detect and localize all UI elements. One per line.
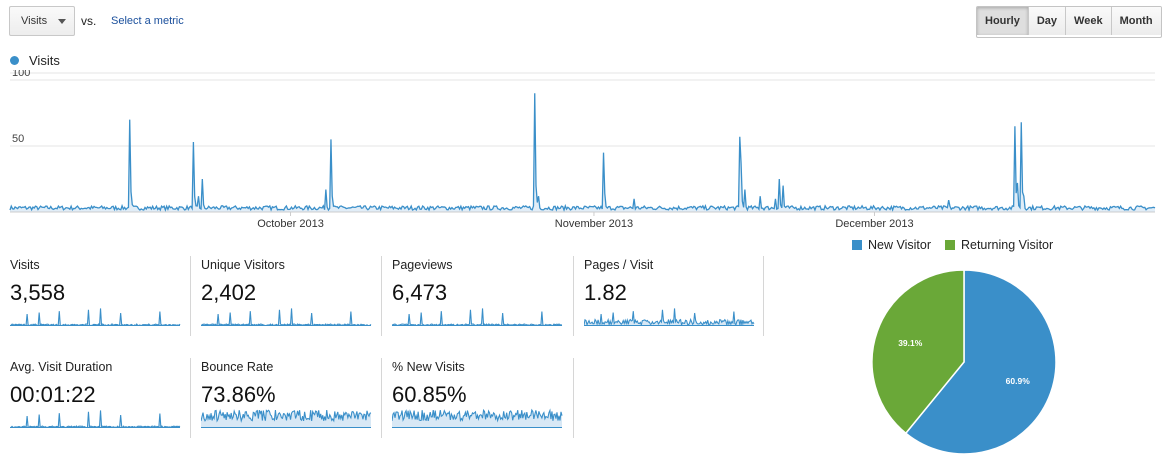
- pie-slice-new-visitor[interactable]: [904, 269, 1057, 455]
- sparkline-path: [10, 308, 181, 326]
- tile-pages-per-visit[interactable]: Pages / Visit 1.82: [584, 258, 764, 338]
- divider: [573, 358, 574, 438]
- sparkline-path: [201, 308, 372, 326]
- divider: [381, 358, 382, 438]
- legend-label: New Visitor: [868, 238, 931, 252]
- tile-value: 73.86%: [201, 382, 276, 407]
- pie-label-returning-visitor: 39.1%: [898, 338, 923, 348]
- hourly-button[interactable]: Hourly: [977, 7, 1028, 35]
- sparkline: [584, 308, 755, 326]
- visitor-type-pie-chart: 60.9% 39.1%: [871, 269, 1057, 455]
- x-tick-label: December 2013: [835, 218, 913, 230]
- sparkline-path: [201, 408, 372, 424]
- sparkline-area: [10, 410, 180, 428]
- x-tick-label: November 2013: [555, 218, 633, 230]
- tile-value: 1.82: [584, 280, 627, 305]
- sparkline-area: [10, 308, 180, 326]
- sparkline: [10, 308, 181, 326]
- vs-label: vs.: [81, 14, 97, 28]
- sparkline-path: [392, 308, 563, 326]
- pie-slice-returning-visitor[interactable]: [871, 269, 965, 435]
- sparkline: [392, 408, 563, 428]
- y-tick-label: 100: [12, 70, 30, 79]
- series-line-visits: [9, 93, 1156, 213]
- visits-legend-dot: [10, 56, 19, 65]
- sparkline-path: [10, 410, 181, 428]
- tile-value: 2,402: [201, 280, 257, 305]
- tile-unique-visitors[interactable]: Unique Visitors 2,402: [201, 258, 381, 338]
- new-visitor-swatch: [852, 240, 862, 250]
- tile-label: Visits: [10, 258, 40, 272]
- tile-value: 00:01:22: [10, 382, 96, 407]
- sparkline-area: [201, 308, 371, 326]
- divider: [573, 256, 574, 336]
- y-tick-label: 50: [12, 133, 24, 145]
- month-button[interactable]: Month: [1110, 7, 1161, 35]
- tile-visits[interactable]: Visits 3,558: [10, 258, 190, 338]
- week-button[interactable]: Week: [1065, 7, 1111, 35]
- day-button[interactable]: Day: [1027, 7, 1066, 35]
- tile-pageviews[interactable]: Pageviews 6,473: [392, 258, 572, 338]
- granularity-toggle: Hourly Day Week Month: [976, 6, 1162, 38]
- legend-visits-label: Visits: [29, 53, 60, 68]
- sparkline-area: [392, 410, 562, 428]
- tile-avg-visit-duration[interactable]: Avg. Visit Duration 00:01:22: [10, 360, 190, 440]
- tile-new-visits[interactable]: % New Visits 60.85%: [392, 360, 572, 440]
- sparkline: [201, 408, 372, 428]
- tile-bounce-rate[interactable]: Bounce Rate 73.86%: [201, 360, 381, 440]
- sparkline: [392, 308, 563, 326]
- tile-label: Unique Visitors: [201, 258, 285, 272]
- sparkline-area: [392, 308, 562, 326]
- divider: [190, 256, 191, 336]
- tile-value: 6,473: [392, 280, 448, 305]
- metric-select-label: Visits: [21, 15, 48, 27]
- tile-label: Avg. Visit Duration: [10, 360, 113, 374]
- tile-label: % New Visits: [392, 360, 465, 374]
- pie-label-new-visitor: 60.9%: [1006, 376, 1031, 386]
- tile-label: Pages / Visit: [584, 258, 654, 272]
- visits-line-chart: 50 100 October 2013 November 2013 December 2…: [9, 70, 1156, 230]
- metric-select[interactable]: Visits: [9, 6, 75, 36]
- divider: [381, 256, 382, 336]
- tile-label: Pageviews: [392, 258, 453, 272]
- legend-returning-visitor[interactable]: Returning Visitor: [944, 238, 1054, 252]
- legend-new-visitor[interactable]: New Visitor: [852, 238, 931, 252]
- tile-label: Bounce Rate: [201, 360, 274, 374]
- sparkline: [10, 410, 181, 428]
- pie-legend: New Visitor Returning Visitor: [852, 238, 1067, 252]
- sparkline-path: [392, 408, 563, 423]
- sparkline-path: [584, 308, 755, 326]
- chevron-down-icon: [58, 19, 66, 24]
- legend-label: Returning Visitor: [960, 238, 1054, 252]
- chart-legend: Visits: [10, 53, 60, 68]
- sparkline: [201, 308, 372, 326]
- divider: [763, 256, 764, 336]
- divider: [190, 358, 191, 438]
- series-area: [10, 93, 1155, 212]
- tile-value: 60.85%: [392, 382, 467, 407]
- select-metric-link[interactable]: Select a metric: [111, 15, 184, 27]
- tile-value: 3,558: [10, 280, 66, 305]
- returning-visitor-swatch: [944, 240, 955, 250]
- x-tick-label: October 2013: [257, 218, 324, 230]
